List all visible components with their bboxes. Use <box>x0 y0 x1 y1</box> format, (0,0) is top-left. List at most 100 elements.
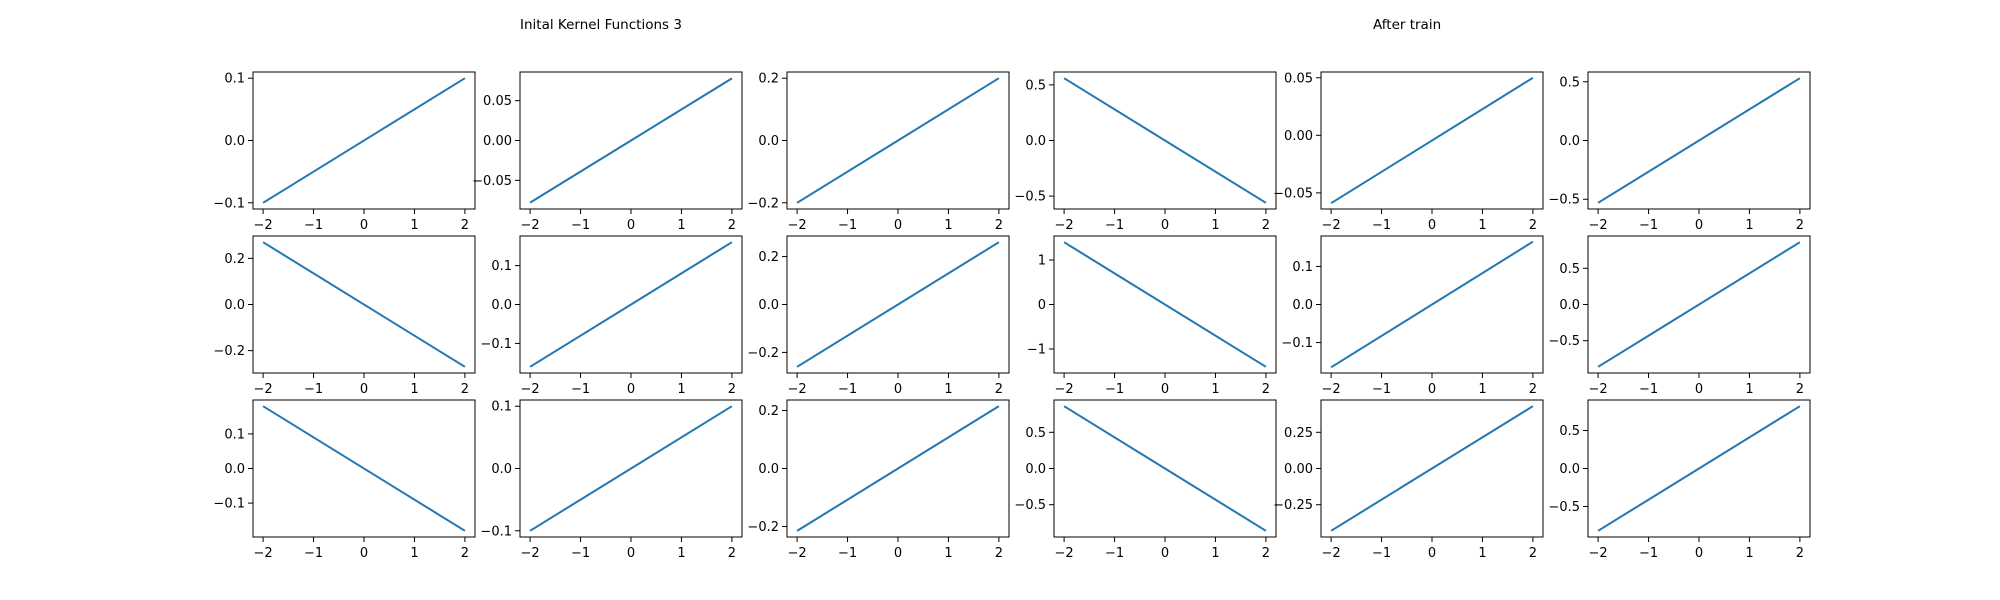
x-tick-label: −1 <box>838 546 857 561</box>
y-tick-label: 0.00 <box>1284 129 1313 144</box>
y-tick-label: −0.2 <box>213 344 245 359</box>
y-tick-label: 0.0 <box>1559 462 1580 477</box>
x-tick-label: 0 <box>1695 382 1703 397</box>
series-line <box>1330 240 1534 369</box>
x-tick-label: 2 <box>1529 218 1537 233</box>
y-tick-label: 0.1 <box>1292 260 1313 275</box>
subplot-grid: −2 −1 0 1 2−0.10.00.1−2 −1 0 1 2−0.050.000.05−2−… <box>213 71 1811 561</box>
subplot-3-3: −2 −1 0 1 2 −0.2 0.0 0.2 <box>747 399 1010 561</box>
y-tick-label: −0.5 <box>1014 190 1046 205</box>
subplot-2-4: −2 −1 0 1 2 −1 0 1 <box>1027 235 1277 397</box>
x-tick-label: 2 <box>1796 218 1804 233</box>
series-line <box>796 241 1000 368</box>
subplot-2-3: −2 −1 0 1 2 −0.2 0.0 0.2 <box>747 235 1010 397</box>
x-tick-label: 2 <box>1529 382 1537 397</box>
x-tick-label: −2 <box>521 218 540 233</box>
y-tick-label: 0.0 <box>224 298 245 313</box>
x-tick-label: −2 <box>788 546 807 561</box>
series-line <box>1330 76 1534 205</box>
x-tick-label: −1 <box>571 546 590 561</box>
x-tick-label: −2 <box>1589 546 1608 561</box>
x-tick-label: 1 <box>944 546 952 561</box>
series-line <box>1597 241 1801 368</box>
subplot-3-5: −2 −1 0 1 2 −0.25 0.00 0.25 <box>1273 399 1544 561</box>
x-tick-label: 0 <box>1161 218 1169 233</box>
series-line <box>262 77 466 204</box>
x-tick-label: −1 <box>1105 382 1124 397</box>
y-tick-label: 0.2 <box>758 404 779 419</box>
y-tick-label: −0.5 <box>1548 193 1580 208</box>
y-tick-label: 0.5 <box>1025 78 1046 93</box>
x-tick-label: −1 <box>1372 382 1391 397</box>
x-tick-label: −1 <box>838 218 857 233</box>
x-tick-label: 1 <box>677 218 685 233</box>
y-tick-label: 0.1 <box>224 427 245 442</box>
x-tick-label: −1 <box>838 382 857 397</box>
y-tick-label: −0.05 <box>1273 186 1313 201</box>
x-tick-label: 1 <box>1478 382 1486 397</box>
y-tick-label: −0.2 <box>747 520 779 535</box>
x-tick-label: −2 <box>1322 546 1341 561</box>
x-tick-label: −1 <box>1372 546 1391 561</box>
x-tick-label: 1 <box>677 546 685 561</box>
series-line <box>1063 77 1267 204</box>
x-tick-label: 1 <box>410 218 418 233</box>
subplot-1-4: −2 −1 0 1 2 −0.5 0.0 0.5 <box>1014 71 1277 233</box>
y-tick-label: 0.0 <box>1292 298 1313 313</box>
subplot-1-3: −2 −1 0 1 2 −0.2 0.0 0.2 <box>747 71 1010 233</box>
x-tick-label: −2 <box>521 382 540 397</box>
subplot-1-2: −2 −1 0 1 2 −0.05 0.00 0.05 <box>472 71 743 233</box>
x-tick-label: 1 <box>944 218 952 233</box>
x-tick-label: 2 <box>1262 382 1270 397</box>
x-tick-label: 1 <box>1745 218 1753 233</box>
x-tick-label: −1 <box>1105 218 1124 233</box>
y-tick-label: 0.0 <box>224 462 245 477</box>
x-tick-label: −1 <box>304 218 323 233</box>
y-tick-label: 0.05 <box>483 94 512 109</box>
x-tick-label: 0 <box>1428 546 1436 561</box>
y-tick-label: 0.0 <box>758 134 779 149</box>
x-tick-label: 2 <box>728 218 736 233</box>
x-tick-label: 1 <box>410 382 418 397</box>
y-tick-label: −0.5 <box>1548 334 1580 349</box>
subplot-1-5: −2 −1 0 1 2 −0.05 0.00 0.05 <box>1273 71 1544 233</box>
subplot-1-6: −2 −1 0 1 2 −0.5 0.0 0.5 <box>1548 71 1811 233</box>
y-tick-label: 0.0 <box>1025 462 1046 477</box>
y-tick-label: 0.5 <box>1025 426 1046 441</box>
y-tick-label: 0 <box>1038 298 1046 313</box>
x-tick-label: 1 <box>1478 546 1486 561</box>
x-tick-label: 2 <box>461 382 469 397</box>
y-tick-label: 0.00 <box>483 134 512 149</box>
x-tick-label: 0 <box>360 218 368 233</box>
series-line <box>529 77 733 204</box>
y-tick-label: −0.1 <box>480 524 512 539</box>
x-tick-label: 1 <box>944 382 952 397</box>
x-tick-label: 2 <box>1262 546 1270 561</box>
x-tick-label: −2 <box>1055 218 1074 233</box>
series-line <box>1597 405 1801 532</box>
y-tick-label: −0.05 <box>472 174 512 189</box>
x-tick-label: −2 <box>521 546 540 561</box>
x-tick-label: 0 <box>894 382 902 397</box>
x-tick-label: 2 <box>995 546 1003 561</box>
x-tick-label: −1 <box>571 218 590 233</box>
y-tick-label: 0.25 <box>1284 426 1313 441</box>
x-tick-label: 2 <box>728 382 736 397</box>
y-tick-label: 0.1 <box>224 72 245 87</box>
x-tick-label: 2 <box>461 546 469 561</box>
subplot-2-6: −2 −1 0 1 2 −0.5 0.0 0.5 <box>1548 235 1811 397</box>
x-tick-label: −1 <box>571 382 590 397</box>
series-line <box>796 77 1000 204</box>
x-tick-label: 2 <box>1796 382 1804 397</box>
x-tick-label: 1 <box>410 546 418 561</box>
series-line <box>1597 77 1801 204</box>
x-tick-label: 1 <box>1745 546 1753 561</box>
subplot-2-1: −2 −1 0 1 2 −0.2 0.0 0.2 <box>213 235 476 397</box>
y-tick-label: 0.0 <box>1025 134 1046 149</box>
x-tick-label: 2 <box>461 218 469 233</box>
y-tick-label: 0.5 <box>1559 262 1580 277</box>
x-tick-label: 0 <box>360 382 368 397</box>
y-tick-label: 0.0 <box>224 134 245 149</box>
